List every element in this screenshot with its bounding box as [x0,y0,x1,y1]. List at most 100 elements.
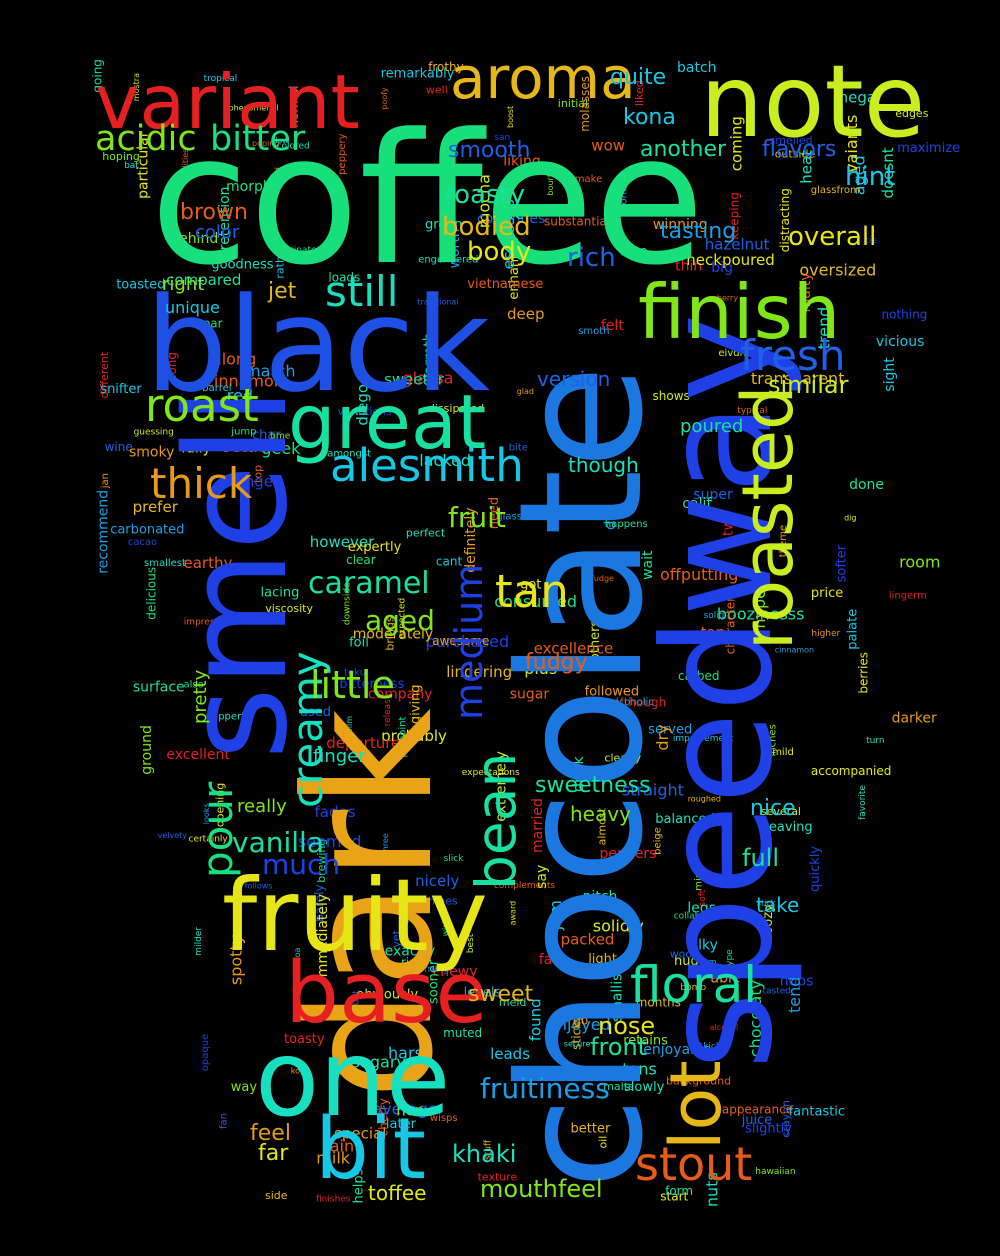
cloud-word-small: immediately [315,894,331,981]
cloud-word-small: purchased [426,632,510,651]
cloud-word-small: alcohol [710,1023,739,1032]
cloud-word-small: clear [346,553,376,567]
cloud-word-small: done [849,477,884,493]
cloud-word: bit [315,1100,426,1199]
cloud-word-small: keeping [727,192,741,239]
cloud-word-small: red [227,386,253,405]
cloud-word: body [467,237,531,267]
cloud-word-small: departure [326,734,400,752]
cloud-word-small: three [381,833,390,854]
cloud-word-small: geek [261,439,301,458]
cloud-word-small: giving [409,684,424,724]
cloud-word-small: poofy [380,87,389,110]
cloud-word-small: remarkably [381,67,455,82]
cloud-word-small: recommend [96,490,112,574]
cloud-word-small: smoth [578,326,609,337]
cloud-word-small: compared [166,271,241,289]
cloud-word-small: molasses [578,76,592,132]
cloud-word-small: faint [324,1137,360,1156]
cloud-word-small: low [275,136,289,145]
cloud-word-small: tap [701,624,726,642]
cloud-word-small: edges [895,107,929,120]
cloud-word-small: got [520,577,541,592]
cloud-word-small: eivdnent [718,348,762,359]
cloud-word-small: complements [494,881,556,891]
cloud-word-small: velvety [158,831,188,840]
cloud-word: fudgy [525,650,588,675]
cloud-word-small: definitely [463,507,479,572]
cloud-word-small: however [310,533,375,551]
cloud-word-small: barrel [202,383,231,394]
cloud-word-small: engendered [418,255,478,266]
cloud-word-small: retains [623,1033,668,1048]
cloud-word-small: followed [585,684,640,699]
cloud-word-small: although [613,695,666,709]
cloud-word-small: helps [352,1168,367,1203]
cloud-word-small: slightly [745,1121,792,1136]
cloud-word-small: consumed [494,592,577,611]
cloud-word-small: march [245,361,296,380]
cloud-word-small: cinnamon [775,646,814,655]
cloud-word-small: delicious [145,567,159,620]
cloud-word-small: palate [845,609,860,650]
cloud-word: chocolate [483,365,681,1190]
cloud-word-small: enjoyable [643,1042,711,1058]
cloud-word-small: tend [785,977,804,1013]
cloud-word-small: muted [443,1026,482,1040]
cloud-word-small: jam [701,957,717,966]
cloud-word-small: surface [133,679,185,695]
cloud-word: bitter [210,119,306,159]
cloud-word-small: cherry [376,1098,390,1136]
cloud-word-small: best [466,933,476,953]
cloud-word-small: collaborated [674,911,730,921]
cloud-word-small: berries [856,652,870,694]
cloud-word-small: aged [850,155,869,195]
cloud-word-small: carbonated [110,523,184,538]
cloud-word-small: thin [675,259,702,275]
cloud-word-small: exactly [385,943,436,959]
cloud-word-small: start [660,1189,688,1203]
cloud-word-small: tasted [763,986,792,996]
cloud-word-small: hyper [750,582,769,629]
cloud-word-small: peppert [206,712,245,723]
cloud-word: unique [165,298,220,317]
cloud-word-small: lacked [419,451,471,470]
cloud-word-small: viscosity [265,602,313,615]
cloud-word-small: barely [313,884,327,921]
cloud-word-small: doesnt [879,147,897,198]
cloud-word-small: balanced [655,812,714,827]
cloud-word-small: dry [653,724,672,750]
cloud-word-small: love [620,245,647,260]
cloud-word: roasty [444,180,525,210]
cloud-word-small: certainly [189,835,229,845]
cloud-word-small: different [98,351,111,398]
cloud-word-small: two [721,510,737,536]
cloud-word-small: smoky [129,445,174,461]
cloud-word-small: favorite [858,785,868,820]
cloud-word-small: packed [561,930,615,948]
cloud-word-small: others [588,620,603,662]
cloud-word-small: drink [571,755,587,791]
cloud-word-small: married [530,798,546,853]
cloud-word-small: top [251,465,264,483]
cloud-word-small: release [383,693,393,726]
cloud-word-small: beige [653,827,664,855]
cloud-word-small: fair [539,952,562,968]
cloud-word-small: form [665,1184,693,1198]
cloud-word-small: softer [835,544,850,582]
cloud-word-small: later [386,1117,417,1132]
cloud-word: alesmith [330,439,524,492]
cloud-word-small: fades [315,803,356,821]
cloud-word-small: make [575,174,602,185]
cloud-word-small: slowly [624,1080,665,1095]
cloud-word-small: hawaiian [755,1167,795,1177]
cloud-word-small: mild [772,747,794,758]
cloud-word-small: room [899,553,940,572]
cloud-word-small: day [626,1145,637,1163]
cloud-word-small: hazelnut [705,236,770,254]
cloud-word-small: character [723,597,737,655]
cloud-word-small: alcoholic [610,697,654,708]
cloud-word-small: jbm [546,900,565,931]
cloud-word-small: seemed [298,832,362,851]
